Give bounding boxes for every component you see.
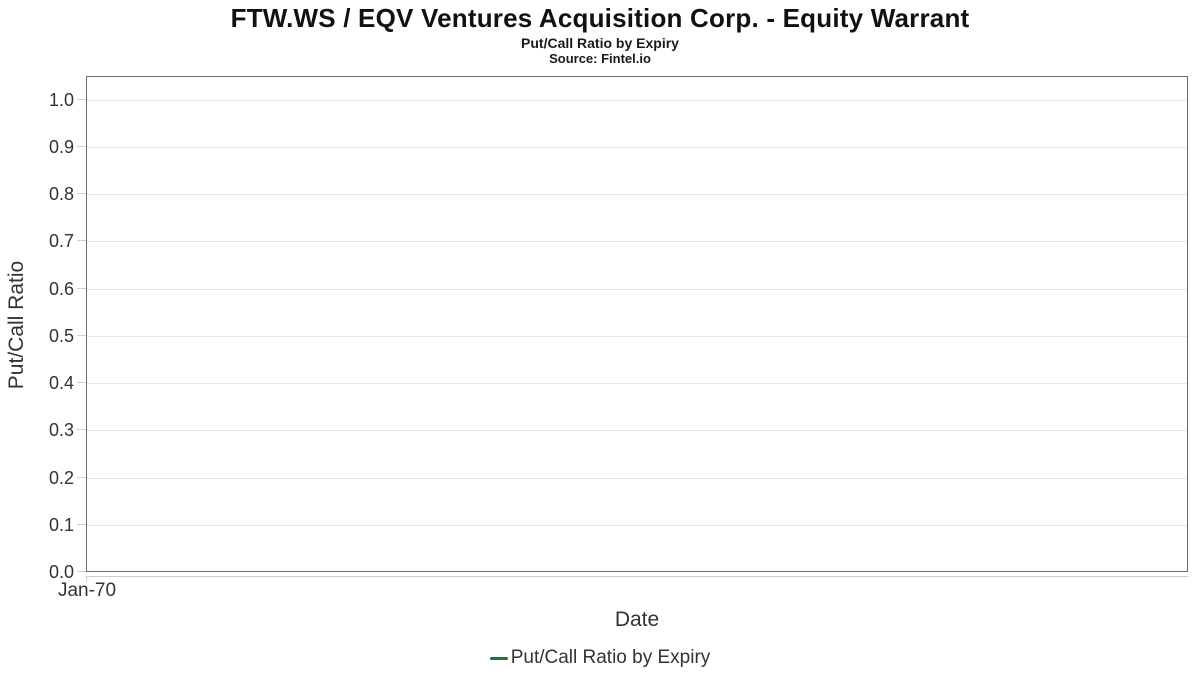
y-axis-tick-label: 0.1 xyxy=(48,514,74,535)
y-axis-tick-mark xyxy=(77,429,86,431)
gridline xyxy=(87,146,1187,148)
legend-line-marker-icon xyxy=(489,656,508,660)
gridline xyxy=(87,288,1187,290)
gridline xyxy=(87,524,1187,526)
y-axis-tick-mark xyxy=(77,98,86,100)
y-axis-tick-mark xyxy=(77,523,86,525)
y-axis-tick-label: 0.2 xyxy=(48,467,74,488)
x-axis-tick-mark xyxy=(86,576,87,582)
y-axis-tick-label: 0.8 xyxy=(48,184,74,205)
y-axis-tick-mark xyxy=(77,193,86,195)
y-axis-tick-label: 0.5 xyxy=(48,325,74,346)
gridline xyxy=(87,430,1187,432)
plot-area xyxy=(86,76,1188,572)
gridline xyxy=(87,383,1187,385)
gridline xyxy=(87,335,1187,337)
y-axis-tick-mark xyxy=(77,476,86,478)
y-axis-tick-label: 0.3 xyxy=(48,420,74,441)
x-axis-line xyxy=(86,576,1188,577)
y-axis-tick-label: 0.6 xyxy=(48,278,74,299)
gridline xyxy=(87,241,1187,243)
y-axis-tick-mark xyxy=(77,382,86,384)
y-axis-tick-label: 0.0 xyxy=(48,562,74,582)
y-axis-tick-mark xyxy=(77,334,86,336)
chart-title: FTW.WS / EQV Ventures Acquisition Corp. … xyxy=(230,3,970,33)
x-axis-title: Date xyxy=(614,608,660,631)
y-axis-tick-mark xyxy=(77,240,86,242)
chart-source-credit: Source: Fintel.io xyxy=(549,51,651,66)
gridline xyxy=(87,477,1187,479)
gridline xyxy=(87,194,1187,196)
y-axis-tick-label: 0.7 xyxy=(48,231,74,252)
legend-item-put-call-ratio[interactable]: Put/Call Ratio by Expiry xyxy=(0,647,1200,669)
y-axis-tick-mark xyxy=(77,287,86,289)
x-axis-tick-label: Jan-70 xyxy=(57,580,117,601)
legend-label: Put/Call Ratio by Expiry xyxy=(510,647,711,668)
chart-subtitle: Put/Call Ratio by Expiry xyxy=(521,35,679,51)
y-axis-tick-mark xyxy=(77,145,86,147)
y-axis-tick-mark xyxy=(77,571,86,572)
gridline xyxy=(87,99,1187,101)
y-axis-tick-label: 0.9 xyxy=(48,136,74,157)
y-axis-tick-label: 1.0 xyxy=(48,89,74,110)
y-axis-tick-label: 0.4 xyxy=(48,373,74,394)
